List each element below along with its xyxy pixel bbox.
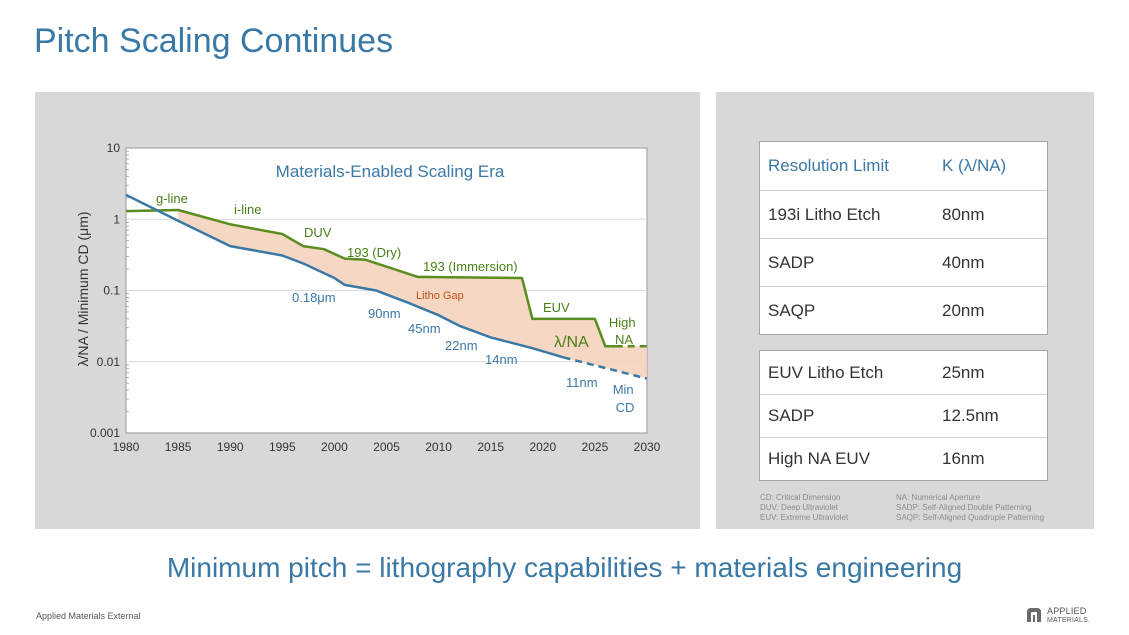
table-cell-method: EUV Litho Etch bbox=[768, 362, 884, 382]
series-line-min-cd bbox=[125, 193, 564, 359]
annotation-193-immersion: 193 (Immersion) bbox=[423, 259, 518, 274]
glossary-entry: SAQP: Self-Aligned Quadruple Patterning bbox=[896, 513, 1045, 522]
pitch-scaling-chart: 0.001 0.01 0.1 1 10 1980 1985 1990 1995 2000 2005 2… bbox=[75, 141, 661, 454]
annotation-duv: DUV bbox=[304, 225, 332, 240]
y-axis-label: λ/NA / Minimum CD (μm) bbox=[75, 211, 91, 366]
logo-line1: APPLIED bbox=[1047, 606, 1087, 616]
euv-resolution-table: EUV Litho Etch 25nm SADP 12.5nm High NA EUV 1… bbox=[759, 350, 1048, 481]
table-row: SADP 12.5nm bbox=[760, 394, 1047, 437]
x-tick-label: 1985 bbox=[165, 440, 192, 454]
x-tick-label: 1990 bbox=[217, 440, 244, 454]
logo-icon bbox=[1027, 608, 1041, 622]
x-tick-label: 2020 bbox=[529, 440, 556, 454]
resolution-limit-table: Resolution Limit K (λ/NA) 193i Litho Etch 8… bbox=[759, 141, 1048, 335]
table-cell-method: SAQP bbox=[768, 300, 816, 320]
annotation-90nm: 90nm bbox=[368, 306, 401, 321]
x-tick-label: 2005 bbox=[373, 440, 400, 454]
glossary-right: NA: Numerical Aperture SADP: Self-Aligned… bbox=[896, 493, 1044, 523]
x-tick-label: 2025 bbox=[582, 440, 609, 454]
gap-label: Litho Gap bbox=[416, 290, 464, 302]
table-cell-method: Resolution Limit bbox=[768, 156, 889, 175]
x-tick-label: 2010 bbox=[425, 440, 452, 454]
annotation-euv: EUV bbox=[543, 300, 570, 315]
table-cell-method: High NA EUV bbox=[768, 449, 871, 468]
annotation-193-dry: 193 (Dry) bbox=[347, 245, 401, 260]
series-line-lambda-na bbox=[125, 208, 616, 348]
bottom-statement: Minimum pitch = lithography capabilities… bbox=[166, 552, 963, 583]
table-cell-value: 20nm bbox=[942, 300, 985, 320]
table-cell-method: SADP bbox=[768, 406, 815, 425]
table-cell-value: K (λ/NA) bbox=[942, 156, 1007, 175]
table-cell-value: 12.5nm bbox=[942, 406, 999, 425]
table-header-row: Resolution Limit K (λ/NA) bbox=[760, 142, 1047, 190]
annotation-g-line: g-line bbox=[156, 191, 188, 206]
table-cell-method: 193i Litho Etch bbox=[768, 204, 881, 224]
glossary-entry: CD: Critical Dimension bbox=[760, 493, 841, 502]
table-cell-value: 80nm bbox=[942, 204, 985, 224]
y-tick-label: 1 bbox=[113, 212, 120, 226]
annotation-018um: 0.18μm bbox=[292, 290, 336, 305]
chart-title: Materials-Enabled Scaling Era bbox=[276, 162, 505, 181]
annotation-11nm: 11nm bbox=[566, 375, 598, 390]
table-row: EUV Litho Etch 25nm bbox=[760, 351, 1047, 394]
y-tick-label: 0.01 bbox=[97, 355, 121, 369]
x-tick-label: 2015 bbox=[477, 440, 504, 454]
glossary-entry: SADP: Self-Aligned Double Patterning bbox=[896, 503, 1032, 512]
annotation-14nm: 14nm bbox=[485, 352, 518, 367]
x-tick-label: 1980 bbox=[113, 440, 140, 454]
applied-materials-logo: APPLIED MATERIALS. bbox=[1025, 605, 1095, 625]
x-tick-label: 2000 bbox=[321, 440, 348, 454]
logo-line2: MATERIALS. bbox=[1047, 617, 1091, 624]
annotation-45nm: 45nm bbox=[408, 321, 441, 336]
annotation-high-na: High NA bbox=[609, 315, 639, 347]
x-tick-label: 1995 bbox=[269, 440, 296, 454]
slide-title: Pitch Scaling Continues bbox=[34, 22, 394, 60]
table-row: High NA EUV 16nm bbox=[760, 437, 1047, 480]
y-tick-label: 10 bbox=[107, 141, 121, 155]
glossary-entry: DUV: Deep Ultraviolet bbox=[760, 503, 838, 512]
legend-min-cd: Min CD bbox=[613, 382, 638, 415]
footer-label: Applied Materials External bbox=[36, 611, 141, 621]
glossary-left: CD: Critical Dimension DUV: Deep Ultravio… bbox=[760, 493, 848, 523]
table-row: SAQP 20nm bbox=[760, 286, 1047, 334]
table-cell-value: 40nm bbox=[942, 252, 985, 272]
table-cell-value: 25nm bbox=[942, 362, 985, 382]
y-tick-label: 0.1 bbox=[103, 284, 120, 298]
annotation-22nm: 22nm bbox=[445, 338, 478, 353]
y-tick-label: 0.001 bbox=[90, 426, 120, 440]
series-projection-min-cd bbox=[563, 356, 648, 380]
glossary-entry: NA: Numerical Aperture bbox=[896, 493, 981, 502]
table-row: 193i Litho Etch 80nm bbox=[760, 190, 1047, 238]
table-cell-value: 16nm bbox=[942, 449, 985, 468]
glossary-entry: EUV: Extreme Ultraviolet bbox=[760, 513, 849, 522]
litho-gap-area bbox=[178, 210, 647, 379]
legend-lambda-na: λ/NA bbox=[554, 334, 589, 351]
chart-panel: 0.001 0.01 0.1 1 10 1980 1985 1990 1995 2000 2005 2… bbox=[35, 92, 700, 529]
x-tick-label: 2030 bbox=[634, 440, 661, 454]
table-row: SADP 40nm bbox=[760, 238, 1047, 286]
table-cell-method: SADP bbox=[768, 252, 815, 272]
annotation-i-line: i-line bbox=[234, 202, 261, 217]
